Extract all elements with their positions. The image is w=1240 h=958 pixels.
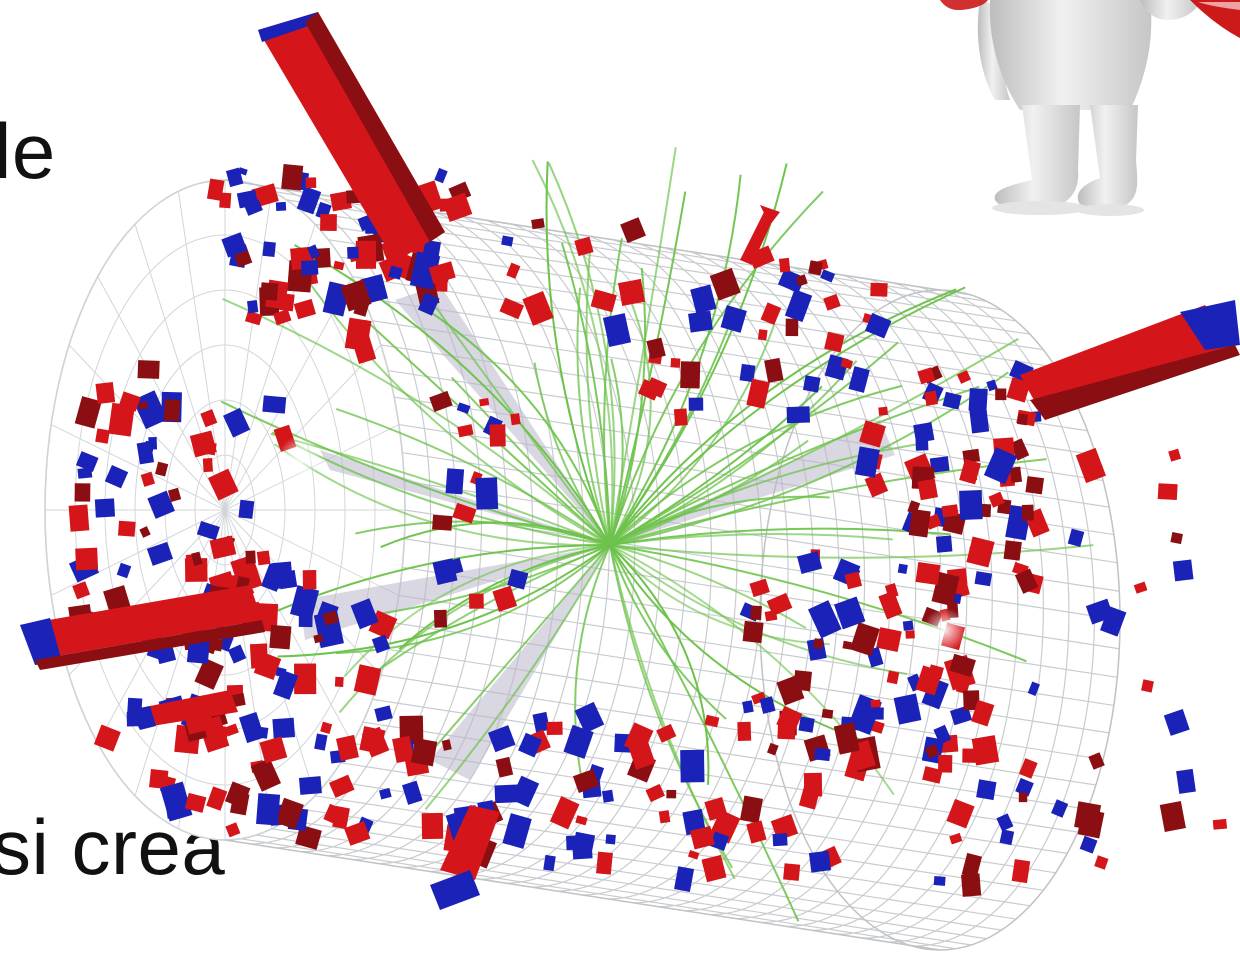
vertex-glow-right [923, 608, 967, 652]
mascot-red-object [1190, 0, 1240, 38]
mascot-leg-right [1077, 105, 1138, 211]
vertex-glow-left [278, 436, 322, 480]
mascot-body [989, 0, 1152, 110]
slide-text-fragment-top: le [0, 107, 56, 195]
mascot-leg-left [994, 105, 1080, 212]
mascot-figure [940, 0, 1240, 216]
jet-energy-towers [20, 12, 1240, 910]
